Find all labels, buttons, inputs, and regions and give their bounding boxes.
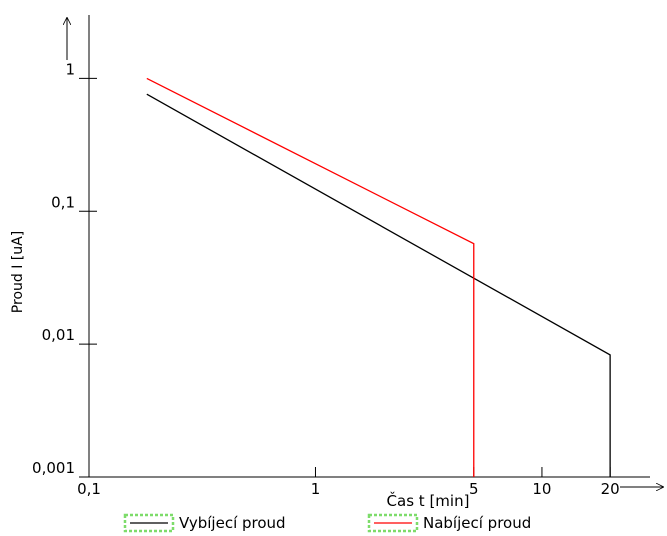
y-tick-label: 0,001	[32, 459, 75, 477]
legend-swatch-box	[123, 513, 175, 533]
y-tick-label: 0,01	[42, 326, 75, 344]
series-line	[146, 77, 475, 477]
legend-swatch-box	[367, 513, 419, 533]
x-tick-label: 5	[469, 480, 479, 498]
series-line	[146, 93, 611, 477]
x-axis-title: Čas t [min]	[387, 491, 470, 510]
y-axis-title: Proud I [uA]	[10, 231, 26, 313]
legend-label: Nabíjecí proud	[423, 514, 531, 532]
x-tick-label: 1	[311, 480, 321, 498]
legend-label: Vybíjecí proud	[179, 514, 286, 532]
y-tick-label: 1	[65, 60, 75, 78]
y-tick-label: 0,1	[51, 193, 75, 211]
x-tick-label: 0,1	[77, 480, 101, 498]
x-tick-label: 20	[601, 480, 620, 498]
x-tick-label: 10	[532, 480, 551, 498]
